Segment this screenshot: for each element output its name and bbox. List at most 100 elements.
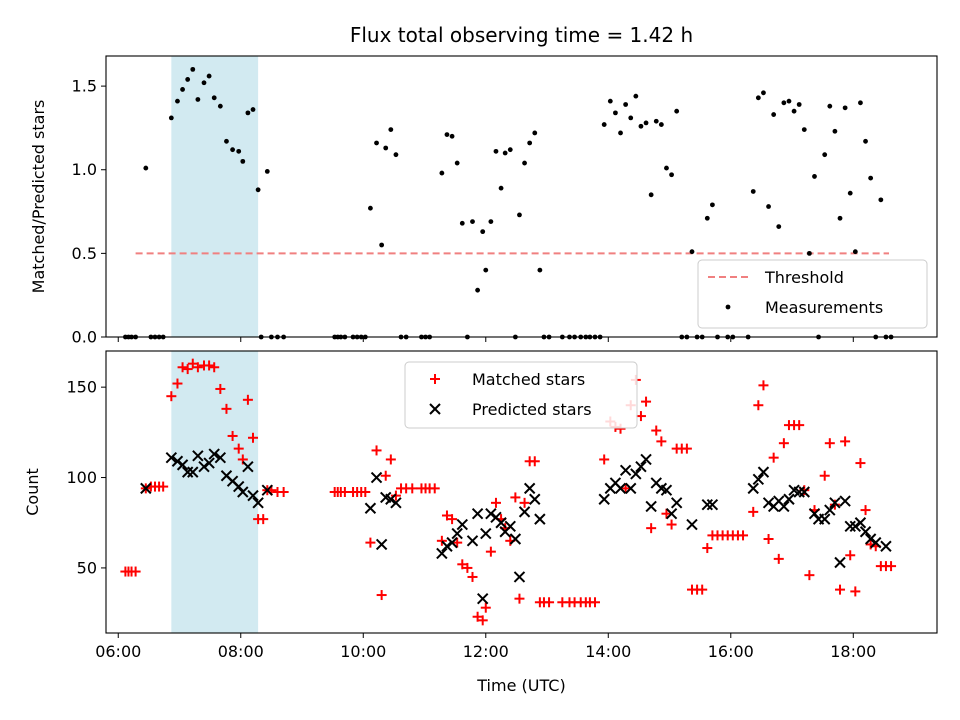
measurement-point	[812, 174, 817, 179]
matched-star-point	[778, 438, 789, 449]
measurement-point	[195, 97, 201, 102]
measurement-point	[623, 102, 629, 107]
measurement-point	[653, 118, 659, 124]
measurement-point	[638, 123, 644, 129]
matched-star-point	[278, 487, 289, 497]
measurement-point	[217, 103, 223, 109]
predicted-star-point	[818, 513, 831, 525]
matched-star-point	[855, 458, 866, 469]
legend-threshold-label: Threshold	[764, 268, 844, 287]
matched-star-point	[544, 597, 555, 608]
matched-star-point	[447, 514, 458, 525]
matched-star-point	[748, 506, 759, 517]
predicted-star-point	[390, 497, 402, 509]
matched-star-point	[376, 590, 387, 601]
legend-cross-glyph	[429, 403, 441, 415]
measurement-point	[601, 122, 607, 127]
predicted-star-point	[242, 460, 254, 473]
predicted-star-point	[252, 497, 264, 509]
measurement-point	[379, 242, 385, 248]
measurement-point	[537, 267, 543, 273]
measurement-point	[507, 147, 513, 153]
measurement-point	[863, 138, 868, 144]
top-y-ticks: 0.0 0.5 1.0 1.5	[72, 77, 106, 347]
bottom-y-ticks: 50 100 150	[66, 378, 106, 577]
matched-star-point	[441, 510, 452, 521]
predicted-star-point	[534, 513, 546, 525]
predicted-star-point	[476, 592, 489, 605]
predicted-star-point	[859, 526, 872, 538]
measurement-point	[786, 98, 792, 104]
matched-star-point	[661, 508, 672, 519]
predicted-star-point	[625, 482, 637, 495]
matched-star-point	[824, 438, 835, 449]
measurement-point	[439, 170, 445, 176]
predicted-star-point	[630, 468, 642, 480]
measurement-point	[633, 93, 639, 99]
matched-star-point	[529, 456, 540, 467]
matched-star-point	[819, 470, 830, 481]
measurement-point	[180, 87, 185, 92]
predicted-star-point	[793, 486, 805, 498]
measurement-point	[449, 133, 455, 139]
matched-star-point	[840, 436, 851, 447]
matched-star-point	[130, 566, 141, 577]
legend-predicted-label: Predicted stars	[472, 400, 592, 419]
top-y-axis-label: Matched/Predicted stars	[29, 100, 48, 294]
measurement-point	[190, 66, 196, 72]
measurement-point	[827, 103, 833, 109]
matched-star-point	[646, 523, 657, 534]
measurement-point	[755, 95, 761, 101]
measurement-point	[532, 130, 538, 136]
x-tick-label: 10:00	[340, 642, 386, 661]
matched-star-point	[768, 452, 779, 463]
matched-star-point	[158, 481, 169, 492]
predicted-star-point	[385, 493, 397, 505]
bottom-axes-frame	[105, 350, 938, 634]
chart-title: Flux total observing time = 1.42 h	[350, 23, 693, 47]
predicted-star-point	[635, 460, 647, 473]
y-tick-label: 50	[77, 558, 97, 577]
legend-matched-label: Matched stars	[472, 370, 585, 389]
measurement-point	[607, 98, 613, 104]
measurement-point	[143, 165, 149, 171]
measurement-point	[498, 185, 504, 191]
predicted-star-point	[670, 497, 683, 509]
measurement-point	[613, 110, 618, 116]
matched-star-point	[681, 443, 692, 454]
predicted-star-point	[375, 538, 388, 551]
matched-star-point	[850, 586, 861, 597]
predicted-star-point	[523, 482, 536, 495]
predicted-star-point	[614, 482, 627, 495]
matched-star-point	[753, 400, 764, 411]
predicted-star-point	[203, 457, 215, 469]
predicted-star-point	[441, 540, 453, 552]
predicted-star-point	[364, 502, 377, 514]
predicted-star-point	[181, 466, 194, 478]
predicted-star-point	[864, 533, 877, 545]
measurement-point	[781, 100, 787, 106]
predicted-star-point	[198, 460, 210, 473]
top-axes-frame	[105, 55, 938, 338]
measurement-point	[175, 98, 180, 104]
predicted-star-point	[446, 536, 458, 549]
measurement-point	[240, 158, 246, 164]
legend-measurements-marker	[725, 304, 731, 310]
predicted-star-point	[485, 507, 497, 520]
y-tick-label: 1.5	[72, 77, 97, 96]
measurement-point	[502, 150, 508, 156]
measurement-point	[493, 148, 499, 154]
matched-star-point	[390, 490, 401, 501]
matched-star-point	[258, 514, 269, 525]
matched-star-point	[485, 546, 496, 557]
matched-star-point	[209, 362, 220, 373]
predicted-star-point	[686, 518, 698, 531]
predicted-star-point	[165, 451, 178, 464]
x-tick-label: 14:00	[585, 642, 631, 661]
matched-star-point	[215, 383, 226, 394]
measurement-point	[791, 108, 797, 114]
matched-star-point	[242, 394, 253, 405]
measurement-point	[761, 90, 766, 96]
predicted-star-point	[247, 489, 259, 502]
predicted-star-point	[645, 500, 657, 513]
